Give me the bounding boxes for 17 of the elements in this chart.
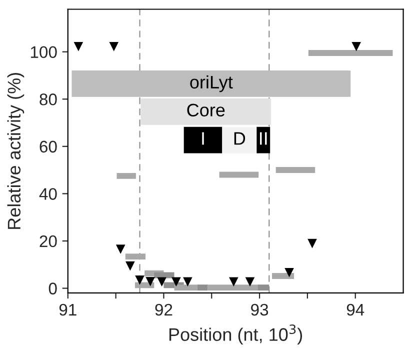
annotation: I [202,132,204,145]
x-tick-label: 92 [155,304,172,316]
x-tick-label: 91 [59,304,76,316]
y-tick-label: 100 [30,46,57,58]
x-tick-label: 93 [251,304,268,316]
annotation: II [260,132,267,145]
annotation: D [234,132,246,145]
annotation: oriLyt [190,75,233,92]
x-axis-title: Position (nt, 10$^{3}$) [169,324,302,345]
y-tick-label: 0 [48,282,57,294]
y-axis-title: Relative activity (%) [7,72,24,229]
y-tick-label: 60 [40,140,57,153]
x-tick-label: 94 [346,304,364,316]
y-tick-label: 20 [40,235,57,248]
y-tick-label: 80 [40,94,57,106]
y-tick-label: 40 [39,188,57,200]
annotation: Core [187,104,225,116]
